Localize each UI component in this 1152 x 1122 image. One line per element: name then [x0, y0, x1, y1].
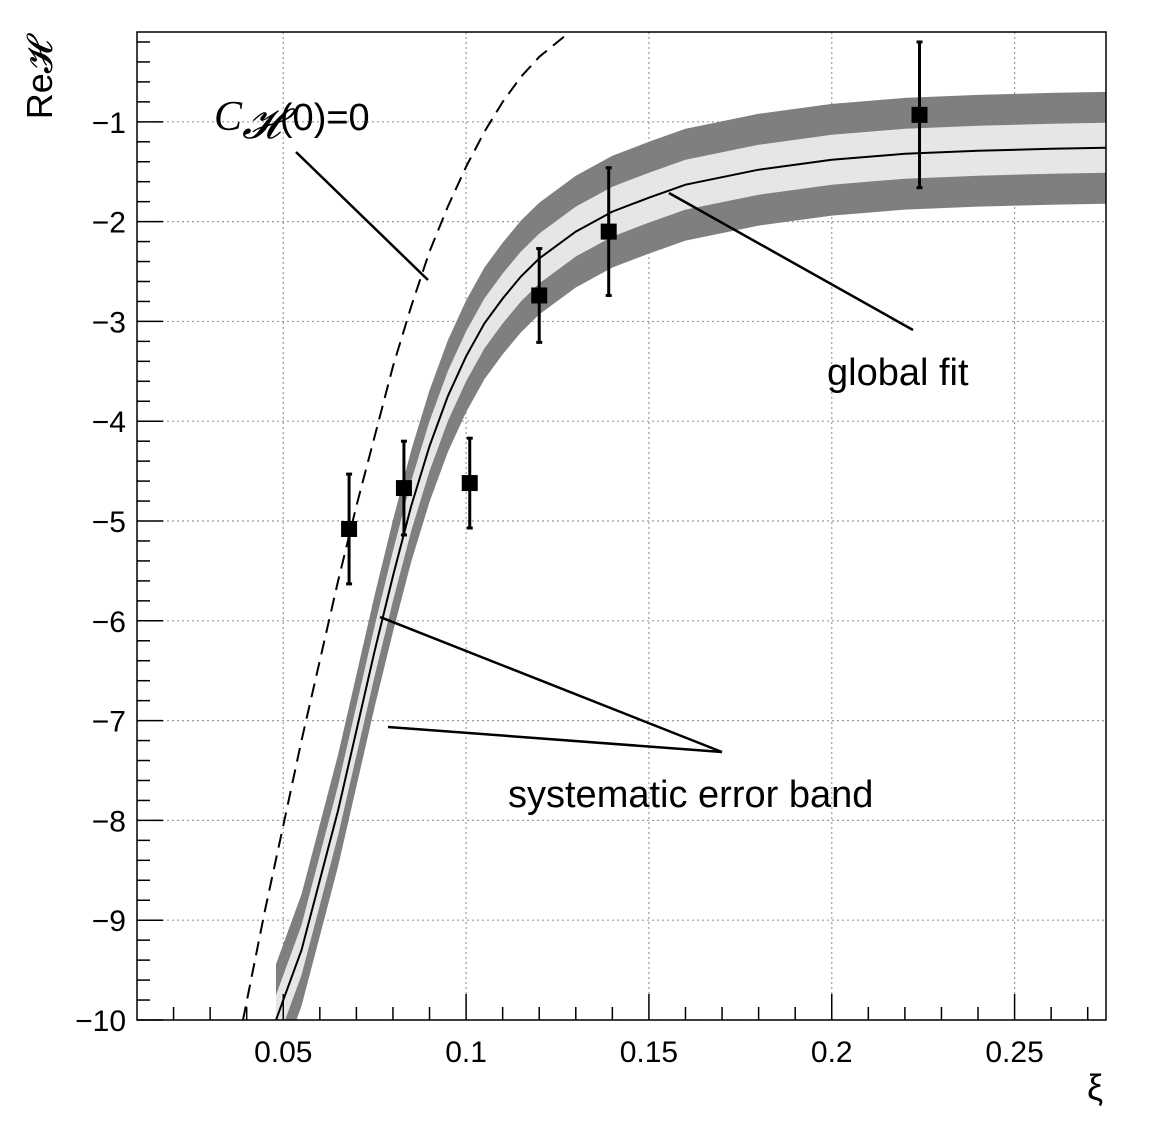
x-tick-label: 0.1 — [445, 1036, 487, 1069]
plot-frame — [136, 31, 1107, 1021]
axes: 0.05 0.1 0.15 0.2 0.25 −1 −2 −3 −4 −5 −6 −7 −8 −9 −10 — [75, 31, 1107, 1069]
annotation-pointer-line — [379, 615, 723, 754]
error-band — [276, 91, 1106, 1020]
y-tick-label: −9 — [92, 905, 126, 938]
y-tick-label: −10 — [75, 1005, 126, 1038]
x-tick-label: 0.2 — [811, 1036, 853, 1069]
x-tick-label: 0.15 — [620, 1036, 678, 1069]
y-tick-label: −1 — [92, 107, 126, 140]
global-fit-line — [275, 146, 1106, 1020]
c-zero-label-main: C — [214, 94, 243, 140]
annotation-pointer-line — [668, 191, 914, 332]
y-tick-label: −3 — [92, 306, 126, 339]
inner-error-band — [276, 122, 1106, 1020]
annotations — [295, 151, 914, 754]
y-tick-label: −7 — [92, 706, 126, 739]
y-tick-label: −6 — [92, 606, 126, 639]
outer-error-band — [276, 91, 1106, 1020]
y-tick-label: −5 — [92, 506, 126, 539]
c-zero-label: C𝓗(0)=0 — [214, 94, 370, 148]
data-point — [341, 520, 358, 537]
data-point — [461, 475, 478, 492]
x-tick-label: 0.05 — [254, 1036, 312, 1069]
global-fit-label: global fit — [827, 352, 969, 394]
data-points — [341, 40, 928, 586]
y-tick-label: −8 — [92, 805, 126, 838]
error-band-label: systematic error band — [508, 774, 873, 816]
c-zero-label-rest: (0)=0 — [280, 97, 370, 139]
curves — [242, 32, 1106, 1020]
annotation-pointer-line — [295, 151, 429, 281]
data-point — [531, 287, 548, 304]
x-axis-title: ξ — [1087, 1067, 1103, 1108]
y-tick-label: −4 — [92, 406, 126, 439]
y-tick-label: −2 — [92, 207, 126, 240]
y-axis-title: Re𝓗 — [19, 32, 60, 119]
annotation-pointer-line — [387, 725, 723, 754]
data-point — [600, 223, 617, 240]
data-point — [911, 106, 928, 123]
x-tick-label: 0.25 — [985, 1036, 1043, 1069]
data-point — [395, 480, 412, 497]
c-zero-dashed-line — [242, 32, 572, 1020]
